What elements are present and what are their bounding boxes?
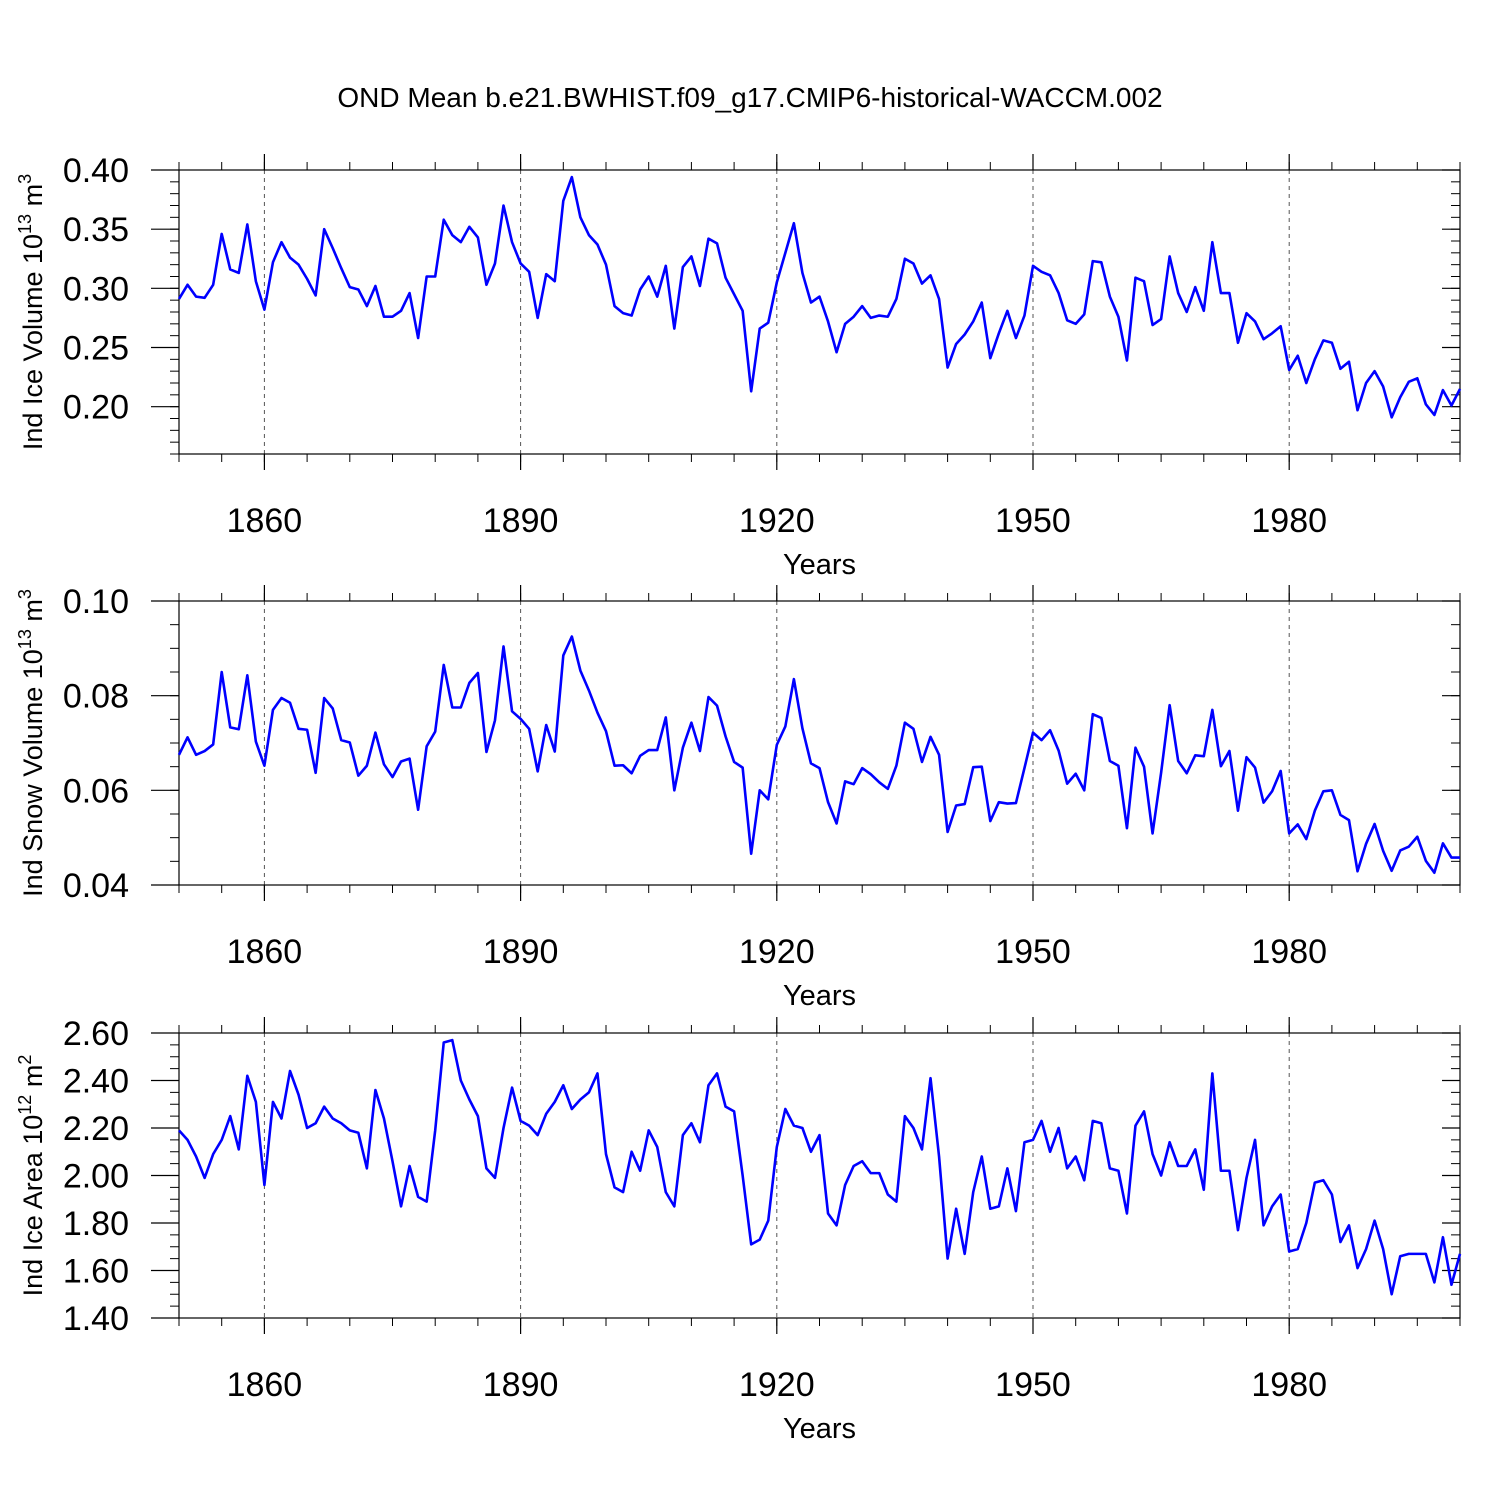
y-tick-label: 0.04 xyxy=(63,867,129,905)
x-tick-label: 1890 xyxy=(483,933,559,971)
y-axis-label-exponent: 13 xyxy=(15,629,35,649)
y-axis-label: Ind Ice Volume 1013 m3 xyxy=(15,174,48,450)
y-tick-label: 0.30 xyxy=(63,270,129,308)
panels: 1860 1890 1920 1950 1980 Years 0.20 0.25 0.30 0.3… xyxy=(15,152,1462,1445)
x-tick-label: 1950 xyxy=(995,933,1071,971)
y-tick-label: 0.06 xyxy=(63,772,129,810)
y-axis-label-unit-exponent: 3 xyxy=(15,589,35,599)
y-axis-label-text: Ind Snow Volume 10 xyxy=(18,649,48,897)
series-line xyxy=(177,175,1462,419)
y-axis-label: Ind Ice Area 1012 m2 xyxy=(15,1055,48,1297)
x-tick-label: 1980 xyxy=(1251,1366,1327,1404)
y-axis-label-unit: m xyxy=(18,599,48,629)
x-tick-label: 1980 xyxy=(1251,933,1327,971)
x-tick-label: 1890 xyxy=(483,502,559,540)
x-axis-label: Years xyxy=(783,980,856,1012)
y-tick-label: 2.40 xyxy=(63,1063,129,1101)
y-tick-label: 1.80 xyxy=(63,1205,129,1243)
y-axis-label-unit: m xyxy=(18,1065,48,1095)
panel-ind-ice-volume: 1860 1890 1920 1950 1980 Years 0.20 0.25 0.30 0.3… xyxy=(15,152,1462,581)
chart-title: OND Mean b.e21.BWHIST.f09_g17.CMIP6-hist… xyxy=(337,82,1162,113)
y-tick-label: 0.40 xyxy=(63,152,129,190)
y-tick-label: 0.10 xyxy=(63,583,129,621)
y-axis-label: Ind Snow Volume 1013 m3 xyxy=(15,589,48,897)
x-tick-label: 1860 xyxy=(227,1366,303,1404)
x-tick-label: 1950 xyxy=(995,502,1071,540)
y-tick-label: 0.35 xyxy=(63,211,129,249)
panel-ind-snow-volume: 1860 1890 1920 1950 1980 Years 0.04 0.06 0.08 0.1… xyxy=(15,583,1461,1012)
y-axis-label-text: Ind Ice Area 10 xyxy=(18,1115,48,1297)
x-tick-label: 1950 xyxy=(995,1366,1071,1404)
x-tick-label: 1920 xyxy=(739,933,815,971)
x-tick-label: 1860 xyxy=(227,502,303,540)
panel-ind-ice-area: 1860 1890 1920 1950 1980 Years 1.40 1.60 1.80 2.0… xyxy=(15,1015,1462,1445)
x-tick-label: 1980 xyxy=(1251,502,1327,540)
series-line xyxy=(178,1038,1462,1296)
y-axis-label-unit: m xyxy=(18,184,48,214)
y-axis-label-exponent: 13 xyxy=(15,214,35,234)
y-tick-label: 0.20 xyxy=(63,389,129,427)
x-axis-label: Years xyxy=(783,1413,856,1445)
y-tick-label: 1.60 xyxy=(63,1253,129,1291)
y-axis-label-unit-exponent: 2 xyxy=(15,1055,35,1065)
y-tick-label: 1.40 xyxy=(63,1300,129,1338)
y-tick-label: 0.25 xyxy=(63,330,129,368)
y-axis-label-text: Ind Ice Volume 10 xyxy=(18,234,48,450)
y-tick-label: 2.60 xyxy=(63,1015,129,1053)
y-axis-label-unit-exponent: 3 xyxy=(15,174,35,184)
x-tick-label: 1890 xyxy=(483,1366,559,1404)
x-axis-label: Years xyxy=(783,549,856,581)
x-tick-label: 1860 xyxy=(227,933,303,971)
y-axis-label-exponent: 12 xyxy=(15,1095,35,1115)
x-tick-label: 1920 xyxy=(739,502,815,540)
x-tick-label: 1920 xyxy=(739,1366,815,1404)
y-tick-label: 2.00 xyxy=(63,1158,129,1196)
y-tick-label: 0.08 xyxy=(63,678,129,716)
series-line xyxy=(177,635,1460,874)
y-tick-label: 2.20 xyxy=(63,1110,129,1148)
